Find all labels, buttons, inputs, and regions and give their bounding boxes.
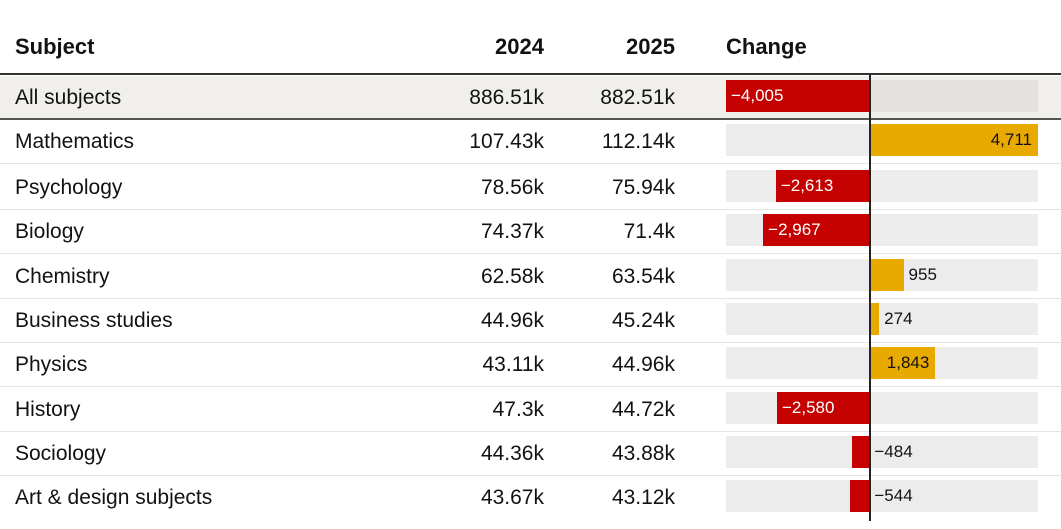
- value-2025-cell: 63.54k: [611, 265, 675, 288]
- change-cell: −484: [726, 432, 1038, 475]
- value-2025-cell: 882.51k: [600, 86, 675, 109]
- header-divider: [0, 73, 1061, 75]
- value-2024-cell: 44.36k: [480, 442, 544, 465]
- table-row: Business studies 44.96k 45.24k 274: [0, 299, 1061, 343]
- table-row: Chemistry 62.58k 63.54k 955: [0, 255, 1061, 299]
- change-bar-track: [726, 303, 1038, 335]
- change-bar-negative: [852, 436, 870, 468]
- table-row: History 47.3k 44.72k −2,580: [0, 388, 1061, 432]
- change-cell: −4,005: [726, 76, 1038, 120]
- change-bar-track: [726, 436, 1038, 468]
- header-change: Change: [726, 34, 807, 59]
- change-label: −484: [874, 442, 913, 461]
- change-bar-positive: [869, 303, 880, 335]
- total-row: All subjects 886.51k 882.51k −4,005: [0, 76, 1061, 120]
- table-row: Biology 74.37k 71.4k −2,967: [0, 210, 1061, 254]
- change-label: 274: [884, 309, 913, 328]
- table-row: Sociology 44.36k 43.88k −484: [0, 432, 1061, 476]
- table-row: Psychology 78.56k 75.94k −2,613: [0, 166, 1061, 210]
- header-subject: Subject: [15, 34, 95, 59]
- change-label: 4,711: [990, 130, 1032, 149]
- table-row: Mathematics 107.43k 112.14k 4,711: [0, 120, 1061, 164]
- change-bar-positive: [869, 259, 904, 291]
- subject-cell: Biology: [15, 220, 84, 243]
- value-2025-cell: 45.24k: [611, 309, 675, 332]
- change-cell: 955: [726, 255, 1038, 298]
- change-cell: −2,580: [726, 388, 1038, 431]
- value-2024-cell: 44.96k: [480, 309, 544, 332]
- value-2024-cell: 78.56k: [480, 176, 544, 199]
- change-label: −2,580: [782, 398, 835, 417]
- change-cell: −2,967: [726, 210, 1038, 253]
- change-cell: 4,711: [726, 120, 1038, 163]
- total-divider: [0, 118, 1061, 120]
- value-2024-cell: 43.11k: [482, 353, 545, 376]
- subject-cell: Art & design subjects: [15, 486, 213, 509]
- change-label: −544: [874, 486, 913, 505]
- change-bar-positive: [869, 124, 1038, 156]
- change-bar-negative: [775, 170, 870, 202]
- subject-cell: Psychology: [15, 176, 123, 199]
- value-2025-cell: 43.88k: [611, 442, 675, 465]
- value-2025-cell: 75.94k: [611, 176, 675, 199]
- subject-cell: Physics: [15, 353, 88, 376]
- value-2025-cell: 43.12k: [611, 486, 675, 509]
- change-label: 1,843: [886, 353, 930, 372]
- change-label: −2,967: [768, 220, 821, 239]
- subject-cell: All subjects: [15, 86, 122, 109]
- value-2024-cell: 74.37k: [480, 220, 544, 243]
- change-bar-negative: [849, 480, 870, 512]
- change-bar-negative: [763, 214, 870, 246]
- change-bar-negative: [777, 392, 870, 424]
- value-2024-cell: 107.43k: [469, 130, 544, 153]
- value-2025-cell: 71.4k: [623, 220, 675, 243]
- value-2024-cell: 886.51k: [469, 86, 544, 109]
- subject-cell: Chemistry: [15, 265, 110, 288]
- value-2024-cell: 62.58k: [480, 265, 544, 288]
- change-cell: −2,613: [726, 166, 1038, 209]
- header-2024: 2024: [495, 34, 544, 59]
- header-row: Subject 2024 2025 Change: [0, 23, 1061, 71]
- subject-cell: History: [15, 398, 81, 421]
- value-2025-cell: 44.72k: [611, 398, 675, 421]
- subject-cell: Sociology: [15, 442, 107, 465]
- change-label: 955: [908, 265, 937, 284]
- subject-cell: Business studies: [15, 309, 173, 332]
- change-cell: 1,843: [726, 343, 1038, 386]
- header-2025: 2025: [626, 34, 675, 59]
- value-2025-cell: 112.14k: [601, 130, 675, 153]
- value-2024-cell: 43.67k: [480, 486, 544, 509]
- change-bar-track: [726, 170, 1038, 202]
- change-bar-positive: [869, 347, 936, 379]
- value-2025-cell: 44.96k: [611, 353, 675, 376]
- table-row: Physics 43.11k 44.96k 1,843: [0, 343, 1061, 387]
- value-2024-cell: 47.3k: [492, 398, 544, 421]
- change-cell: −544: [726, 476, 1038, 520]
- change-zero-axis: [869, 75, 871, 521]
- subject-cell: Mathematics: [15, 130, 135, 153]
- table-row: Art & design subjects 43.67k 43.12k −544: [0, 476, 1061, 520]
- change-label: −4,005: [731, 86, 784, 105]
- change-bar-track: [726, 392, 1038, 424]
- change-bar-track: [726, 480, 1038, 512]
- change-label: −2,613: [780, 176, 834, 195]
- change-cell: 274: [726, 299, 1038, 342]
- change-bar-negative: [726, 80, 870, 112]
